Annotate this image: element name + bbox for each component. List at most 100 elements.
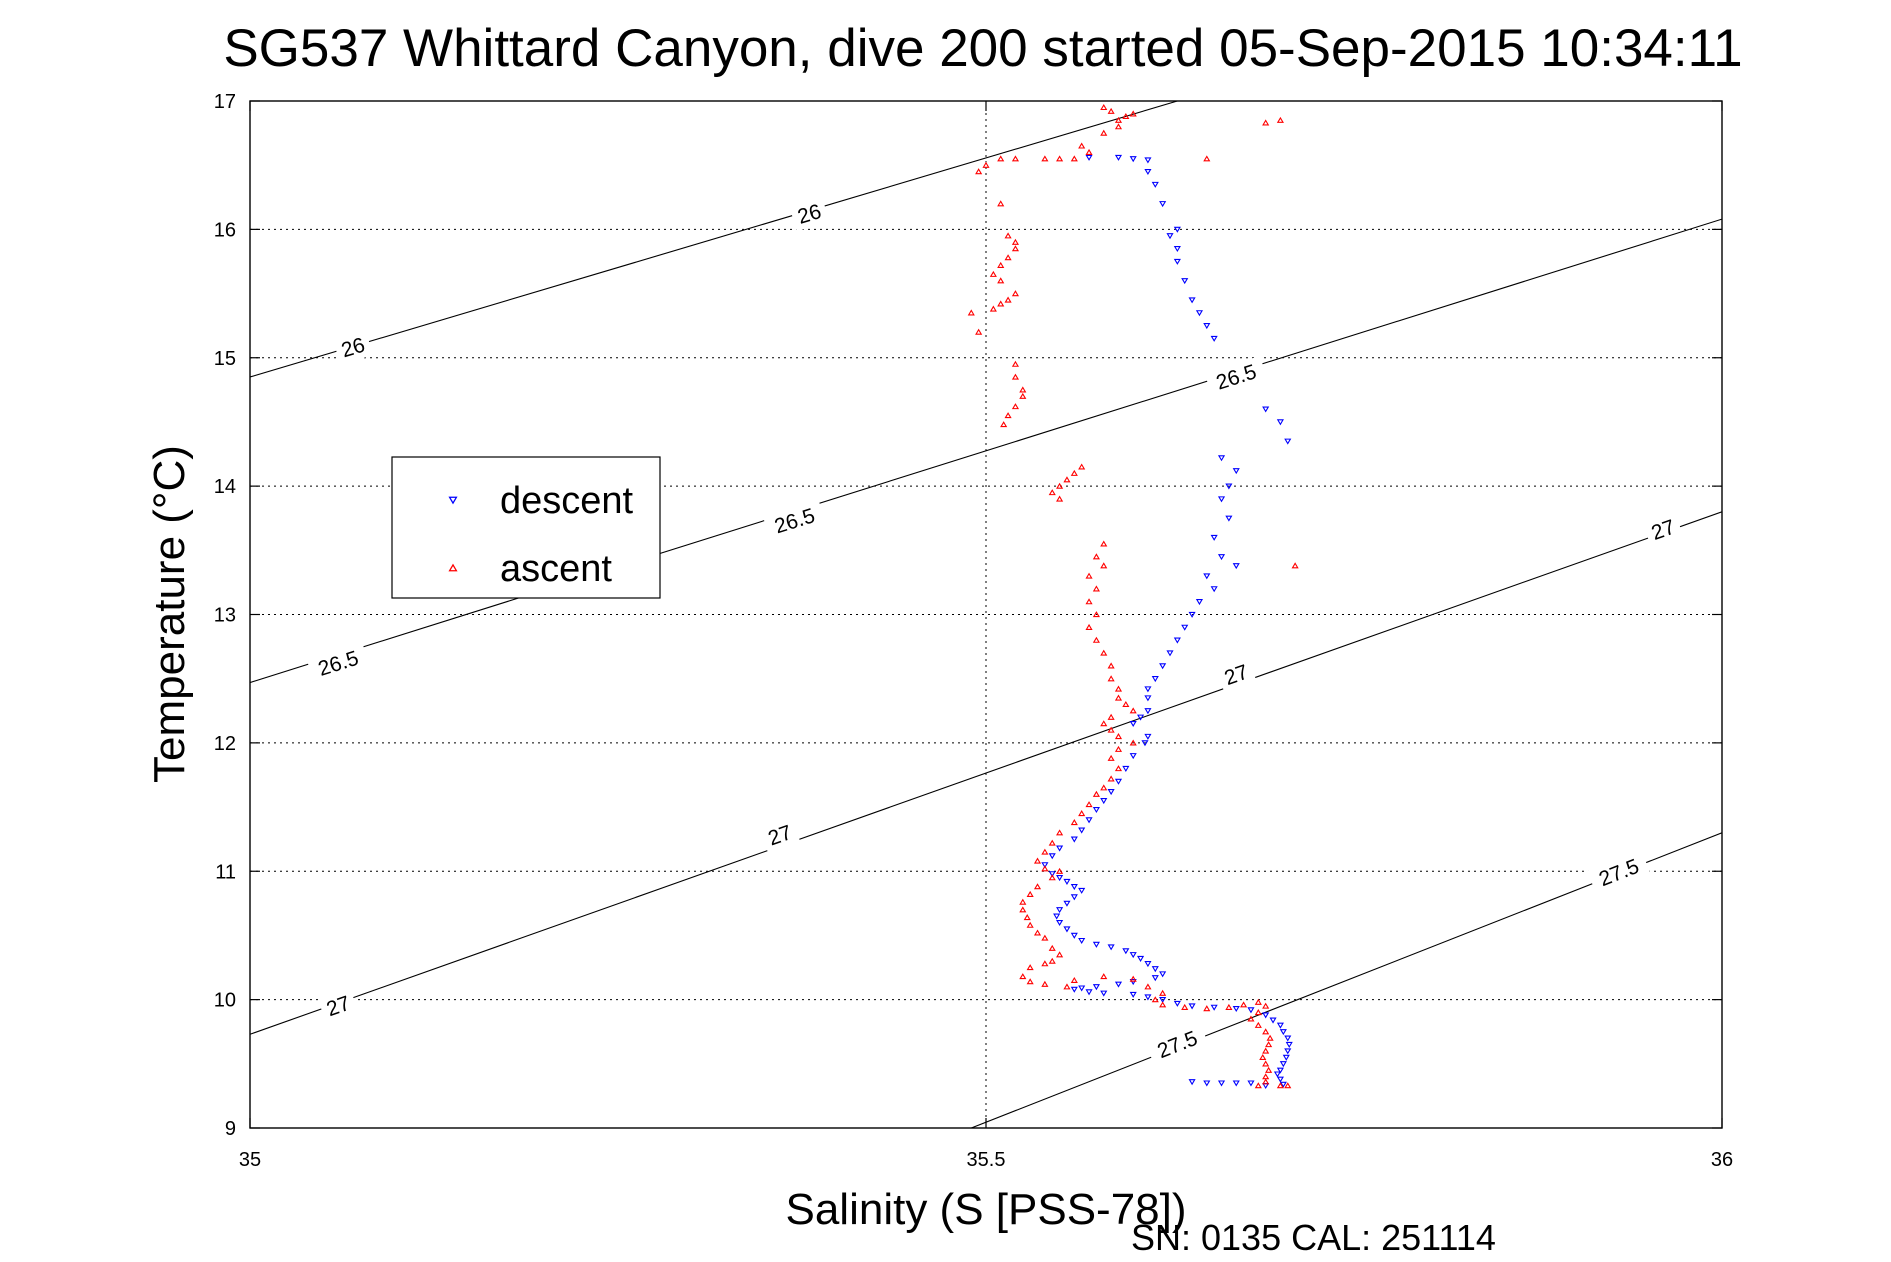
descent-point <box>1070 836 1078 843</box>
density-contour-26.5 <box>250 218 1722 684</box>
ascent-point <box>1107 775 1115 782</box>
descent-point <box>1151 676 1159 683</box>
descent-point <box>1056 907 1064 914</box>
ascent-point <box>1107 662 1115 669</box>
descent-point <box>1181 278 1189 285</box>
descent-point <box>1129 156 1137 163</box>
legend-label-descent: descent <box>500 480 634 522</box>
ascent-point <box>1026 964 1034 971</box>
descent-point <box>1210 586 1218 593</box>
legend-box <box>391 456 661 599</box>
descent-point <box>1114 981 1123 988</box>
descent-point <box>1114 778 1123 785</box>
descent-point <box>1114 154 1123 161</box>
ascent-point <box>1033 929 1042 936</box>
descent-point <box>1056 875 1064 882</box>
ascent-point <box>1085 572 1093 579</box>
descent-point <box>1232 563 1240 570</box>
ascent-point <box>1107 675 1115 682</box>
ascent-point <box>1048 944 1056 951</box>
descent-point <box>1056 845 1064 852</box>
descent-point <box>1092 806 1100 814</box>
ascent-point <box>1276 1082 1284 1089</box>
y-axis-title: Temperature (°C) <box>145 445 194 783</box>
ascent-point <box>1041 865 1049 872</box>
descent-point <box>1279 1081 1287 1088</box>
ascent-point <box>975 328 983 335</box>
descent-point <box>1151 966 1159 973</box>
descent-point <box>1048 871 1056 878</box>
x-tick-label: 36 <box>1711 1149 1733 1171</box>
descent-point <box>1276 1022 1284 1029</box>
ascent-point <box>1078 463 1086 470</box>
descent-point <box>1225 515 1233 522</box>
ascent-point <box>1100 973 1108 980</box>
x-axis-title: Salinity (S [PSS-78]) <box>785 1185 1186 1234</box>
ascent-point <box>1225 1003 1233 1010</box>
descent-point <box>1056 919 1064 927</box>
ascent-point <box>1056 829 1064 836</box>
ascent-point <box>1056 867 1064 874</box>
y-tick-label: 9 <box>225 1118 236 1140</box>
ascent-point <box>1159 1001 1167 1008</box>
descent-point <box>1141 740 1149 747</box>
ascent-point <box>975 168 983 175</box>
descent-point <box>1100 798 1108 805</box>
descent-point <box>1203 1080 1211 1087</box>
ascent-point <box>1291 562 1299 569</box>
descent-point <box>1078 827 1086 834</box>
descent-point <box>1144 961 1152 968</box>
ascent-point <box>1048 874 1056 881</box>
ascent-point <box>989 305 997 312</box>
ascent-point <box>997 155 1005 162</box>
ascent-point <box>982 161 990 168</box>
descent-point <box>1195 310 1204 317</box>
ascent-point <box>1247 1015 1255 1022</box>
ascent-point <box>1056 495 1064 502</box>
ascent-point <box>1203 1005 1211 1012</box>
descent-point <box>1173 246 1181 253</box>
x-tick-label: 35 <box>239 1149 261 1171</box>
ascent-point <box>1019 386 1027 393</box>
ascent-point <box>1085 148 1093 155</box>
descent-point <box>1217 1080 1226 1087</box>
descent-point <box>1262 406 1270 413</box>
descent-point <box>1166 650 1174 657</box>
descent-point <box>1070 932 1078 939</box>
descent-point <box>1173 1000 1181 1007</box>
descent-point <box>1092 984 1100 991</box>
ascent-point <box>997 261 1005 268</box>
legend-marker-ascent <box>448 563 458 572</box>
ascent-point <box>1078 810 1086 817</box>
ascent-point <box>997 300 1005 307</box>
descent-point <box>1129 720 1137 728</box>
ascent-point <box>1262 1047 1270 1054</box>
ascent-point <box>1254 1009 1262 1016</box>
descent-point <box>1173 637 1181 644</box>
ascent-point <box>1107 754 1115 761</box>
ascent-point <box>1004 232 1012 239</box>
ascent-point <box>1265 1066 1273 1073</box>
y-tick-label: 13 <box>214 605 236 627</box>
ascent-point <box>1114 685 1123 692</box>
descent-point <box>1129 991 1137 998</box>
ascent-point <box>1056 155 1064 162</box>
ascent-point <box>1262 1078 1270 1085</box>
contour-label-background <box>1145 1021 1210 1068</box>
ascent-point <box>997 200 1005 207</box>
ascent-point <box>1284 1082 1292 1089</box>
ascent-point <box>1011 373 1020 380</box>
descent-point <box>1078 937 1086 944</box>
descent-point <box>1144 157 1152 164</box>
ascent-point <box>1041 980 1049 987</box>
y-tick-label: 17 <box>214 91 236 113</box>
ascent-point <box>967 309 975 316</box>
descent-point <box>1144 168 1152 176</box>
descent-point <box>1279 1029 1287 1036</box>
descent-point <box>1232 1005 1240 1013</box>
y-tick-label: 11 <box>215 861 236 883</box>
descent-point <box>1181 624 1189 631</box>
descent-point <box>1144 695 1152 702</box>
descent-point <box>1188 297 1196 304</box>
